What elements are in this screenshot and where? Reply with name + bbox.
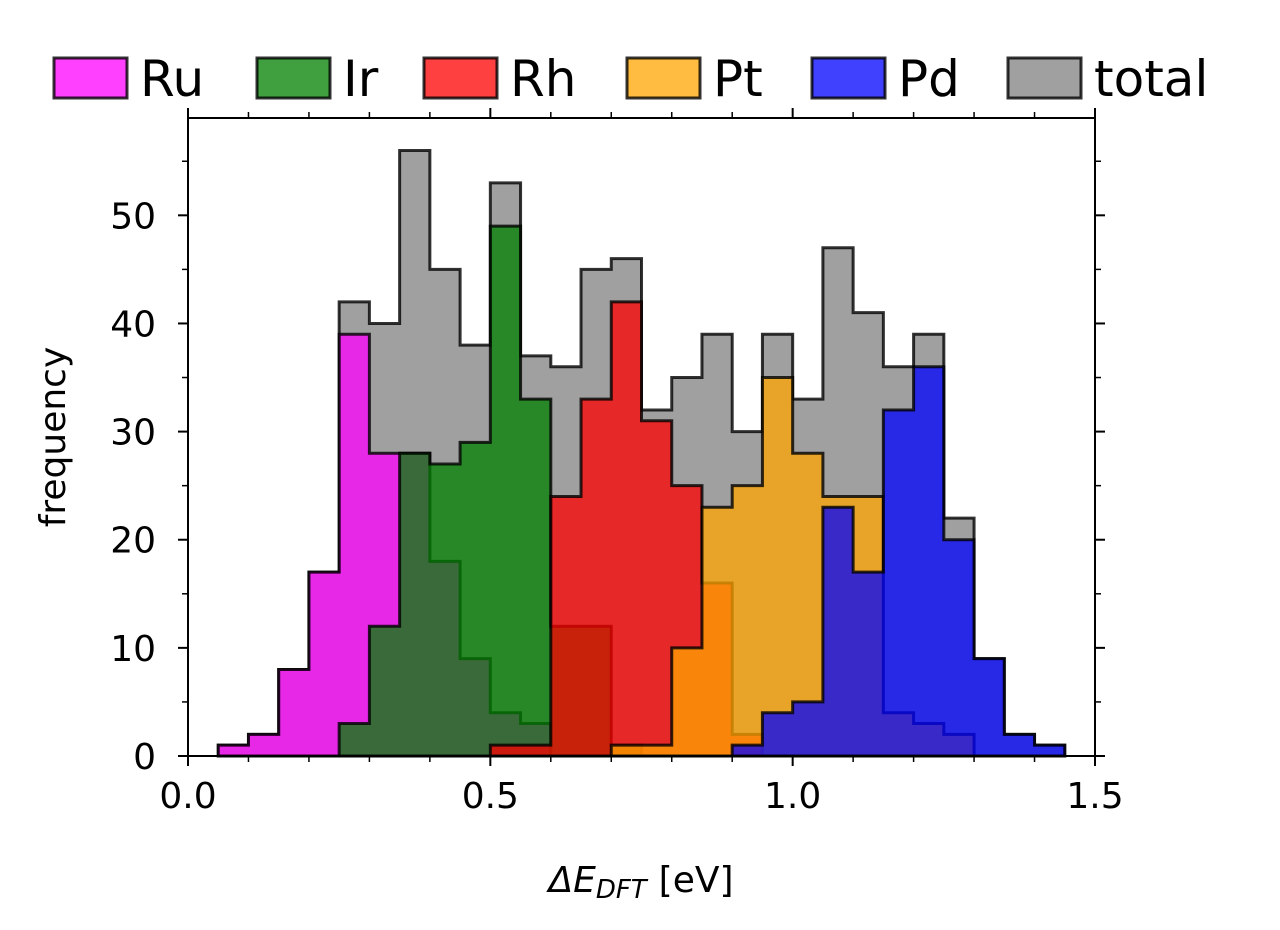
legend-item-ir: Ir: [255, 50, 379, 108]
legend-item-pt: Pt: [625, 50, 763, 108]
series-pd: [730, 365, 1067, 758]
x-axis-label-unit: [eV]: [659, 860, 734, 901]
x-tick-label: 0.0: [159, 776, 216, 817]
x-axis-label: ΔEDFT [eV]: [545, 860, 733, 905]
histogram-pd: [730, 365, 1067, 758]
y-tick-label: 50: [110, 196, 156, 237]
x-axis-label-subscript: DFT: [596, 875, 649, 905]
y-axis-label: frequency: [33, 347, 74, 528]
x-axis-label-symbol: ΔE: [545, 860, 596, 901]
y-tick-label: 40: [110, 304, 156, 345]
y-tick-label: 0: [133, 737, 156, 778]
legend-label: Ir: [343, 50, 379, 108]
legend-swatch: [255, 56, 332, 100]
legend-item-pd: Pd: [810, 50, 960, 108]
y-tick-label: 30: [110, 413, 156, 454]
legend-swatch: [422, 56, 499, 100]
series-layer: [216, 148, 1067, 758]
legend-swatch: [52, 56, 129, 100]
y-tick-label: 10: [110, 629, 156, 670]
plot-area: 0.0 0.5 1.0 1.5 0 10 20 30 40 50: [110, 108, 1124, 817]
legend-swatch: [1006, 56, 1083, 100]
x-tick-label: 0.5: [462, 776, 519, 817]
axes-frame: [187, 117, 1096, 757]
legend-item-rh: Rh: [422, 50, 576, 108]
legend-item-total: total: [1006, 50, 1208, 108]
axis-ticks: 0.0 0.5 1.0 1.5 0 10 20 30 40 50: [110, 108, 1124, 817]
legend-swatch: [810, 56, 887, 100]
x-tick-label: 1.5: [1066, 776, 1123, 817]
chart-legend: Ru Ir Rh Pt Pd total: [52, 50, 1208, 108]
x-tick-label: 1.0: [764, 776, 821, 817]
legend-label: Ru: [140, 50, 204, 108]
legend-swatch: [625, 56, 702, 100]
legend-item-ru: Ru: [52, 50, 204, 108]
y-tick-label: 20: [110, 521, 156, 562]
legend-label: total: [1094, 50, 1208, 108]
legend-label: Pt: [713, 50, 763, 108]
legend-label: Pd: [898, 50, 960, 108]
legend-label: Rh: [510, 50, 576, 108]
